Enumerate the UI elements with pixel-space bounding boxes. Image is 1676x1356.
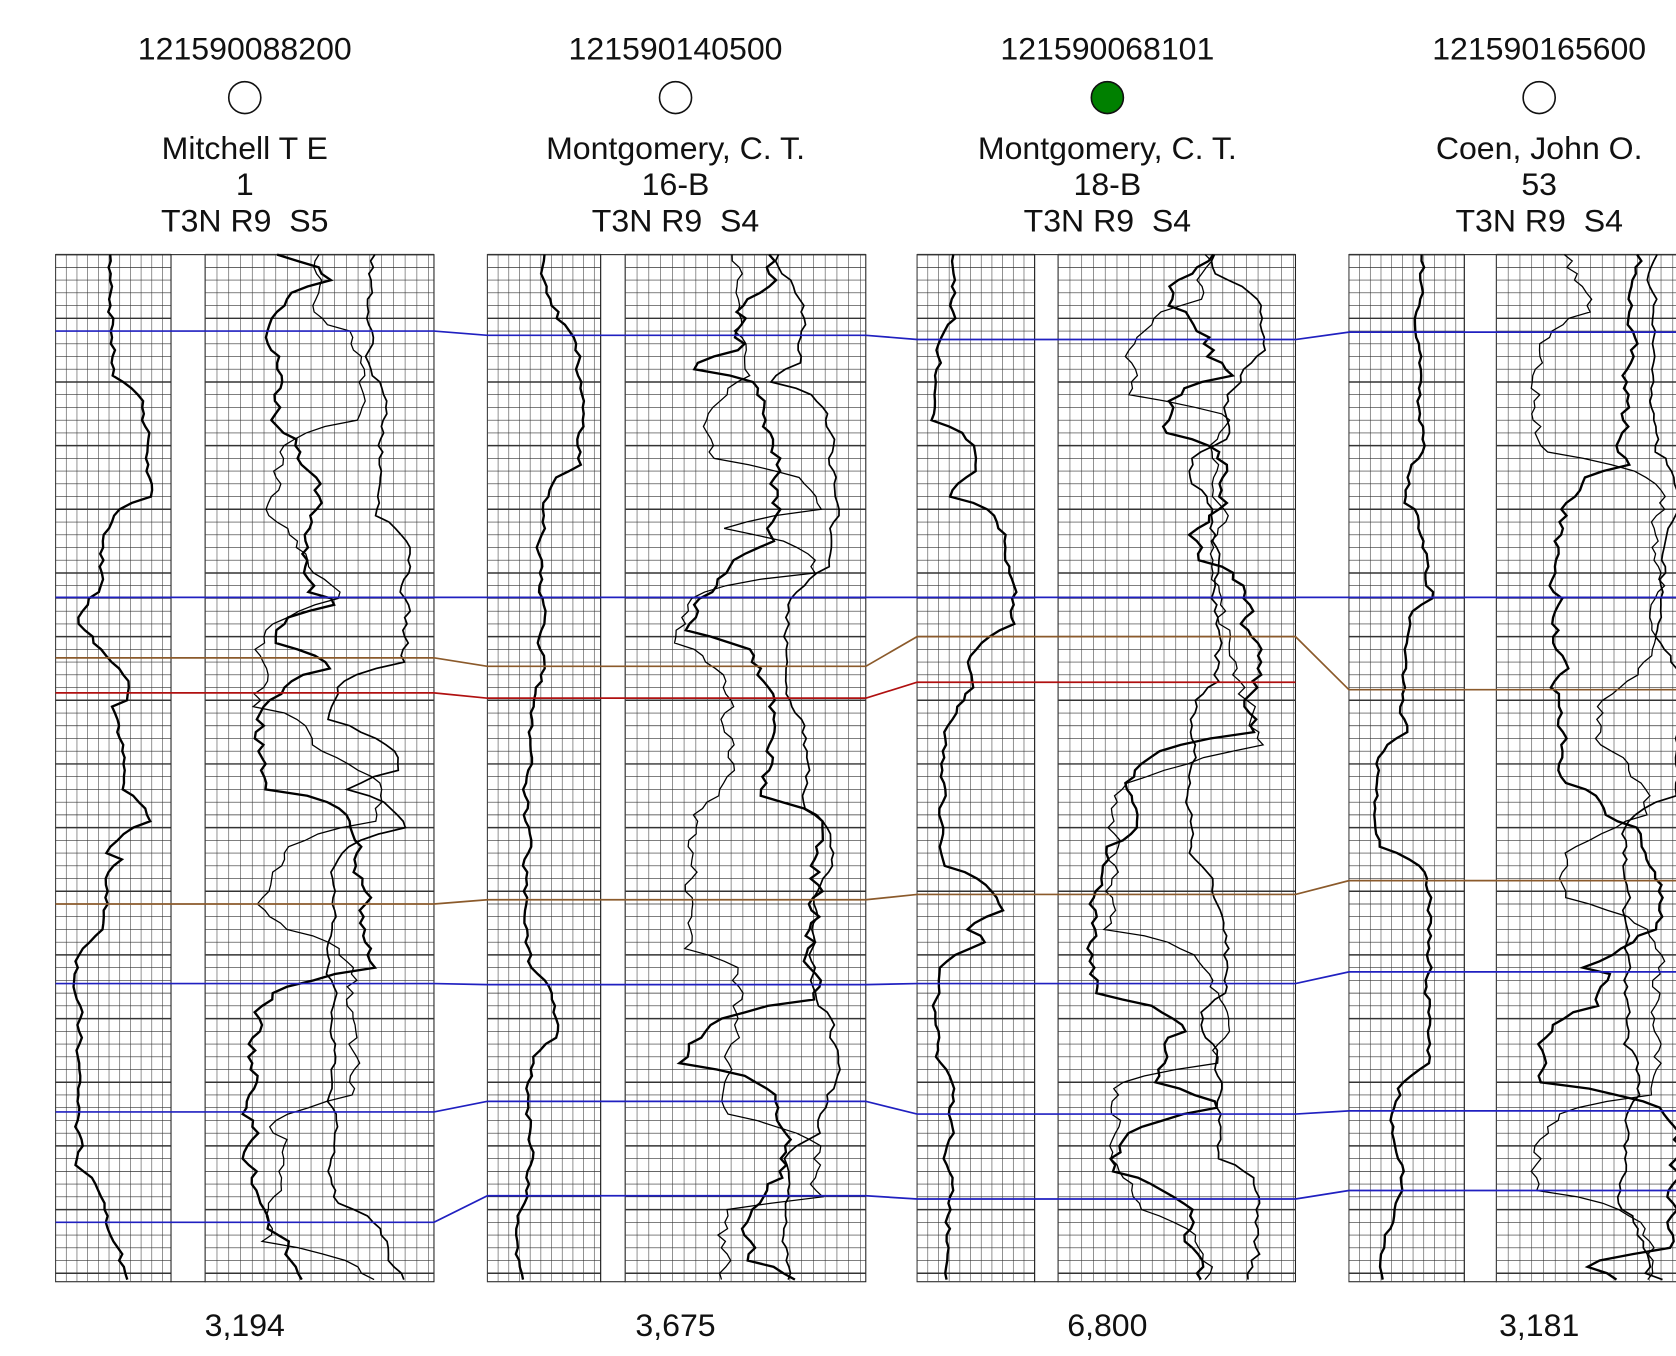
- log-curve: [251, 254, 383, 1281]
- well-number: 18-B: [1073, 166, 1141, 202]
- well-bottom: 3,675: [635, 1307, 715, 1343]
- depth-track: [600, 254, 626, 1283]
- log-curve: [769, 254, 841, 1280]
- depth-track: [170, 254, 206, 1283]
- log-curve: [676, 253, 825, 1281]
- well-location: T3N R9 S5: [161, 202, 328, 238]
- well-bottom: 6,800: [1067, 1307, 1147, 1343]
- correlation-line: [55, 879, 1676, 905]
- log-curve: [1184, 254, 1267, 1280]
- correlation-line: [55, 1189, 1676, 1224]
- log-curve: [1373, 254, 1435, 1280]
- correlation-line: [55, 971, 1676, 986]
- log-curve: [514, 254, 586, 1280]
- well-name: Coen, John O.: [1436, 130, 1643, 166]
- depth-track: [1034, 254, 1059, 1283]
- log-panel: [486, 253, 867, 1283]
- well-name: Mitchell T E: [162, 130, 328, 166]
- depth-track: [1463, 254, 1497, 1283]
- well-number: 53: [1521, 166, 1557, 202]
- log-curve: [929, 254, 1018, 1280]
- log-curve: [325, 254, 412, 1280]
- well-symbol: [1090, 80, 1125, 115]
- log-curve: [241, 253, 378, 1281]
- log-curve: [673, 254, 825, 1280]
- well-location: T3N R9 S4: [1455, 202, 1622, 238]
- well-api: 121590068101: [1000, 31, 1214, 67]
- track: [624, 254, 867, 1283]
- well-name: Montgomery, C. T.: [546, 130, 805, 166]
- well-symbol: [658, 80, 693, 115]
- correlation-line: [55, 681, 1296, 700]
- log-panel: [55, 253, 435, 1283]
- well-api: 121590140500: [569, 31, 783, 67]
- track: [1348, 254, 1465, 1283]
- well-number: 16-B: [642, 166, 710, 202]
- correlation-line: [55, 330, 1676, 341]
- log-panel: [916, 253, 1297, 1283]
- log-curve: [1530, 254, 1667, 1280]
- log-curve: [1616, 254, 1676, 1281]
- well-api: 121590165600: [1432, 31, 1646, 67]
- well-bottom: 3,194: [205, 1307, 285, 1343]
- well-number: 1: [236, 166, 254, 202]
- correlation-lines: [55, 330, 1676, 1224]
- log-curve: [1102, 254, 1265, 1281]
- track: [486, 254, 602, 1283]
- well-location: T3N R9 S4: [592, 202, 759, 238]
- log-curve: [1086, 253, 1263, 1281]
- track: [204, 254, 435, 1283]
- log-panels: [55, 253, 1676, 1283]
- log-panel: [1348, 253, 1676, 1283]
- correlation-line: [55, 635, 1676, 691]
- well-symbol: [227, 80, 262, 115]
- log-curve: [1536, 254, 1676, 1281]
- well-bottom: 3,181: [1499, 1307, 1579, 1343]
- well-api: 121590088200: [138, 31, 352, 67]
- well-symbol: [1522, 80, 1557, 115]
- log-curve: [72, 254, 154, 1280]
- well-location: T3N R9 S4: [1024, 202, 1191, 238]
- track: [55, 254, 172, 1283]
- track: [1057, 254, 1297, 1283]
- well-name: Montgomery, C. T.: [978, 130, 1237, 166]
- correlation-line: [55, 1100, 1676, 1115]
